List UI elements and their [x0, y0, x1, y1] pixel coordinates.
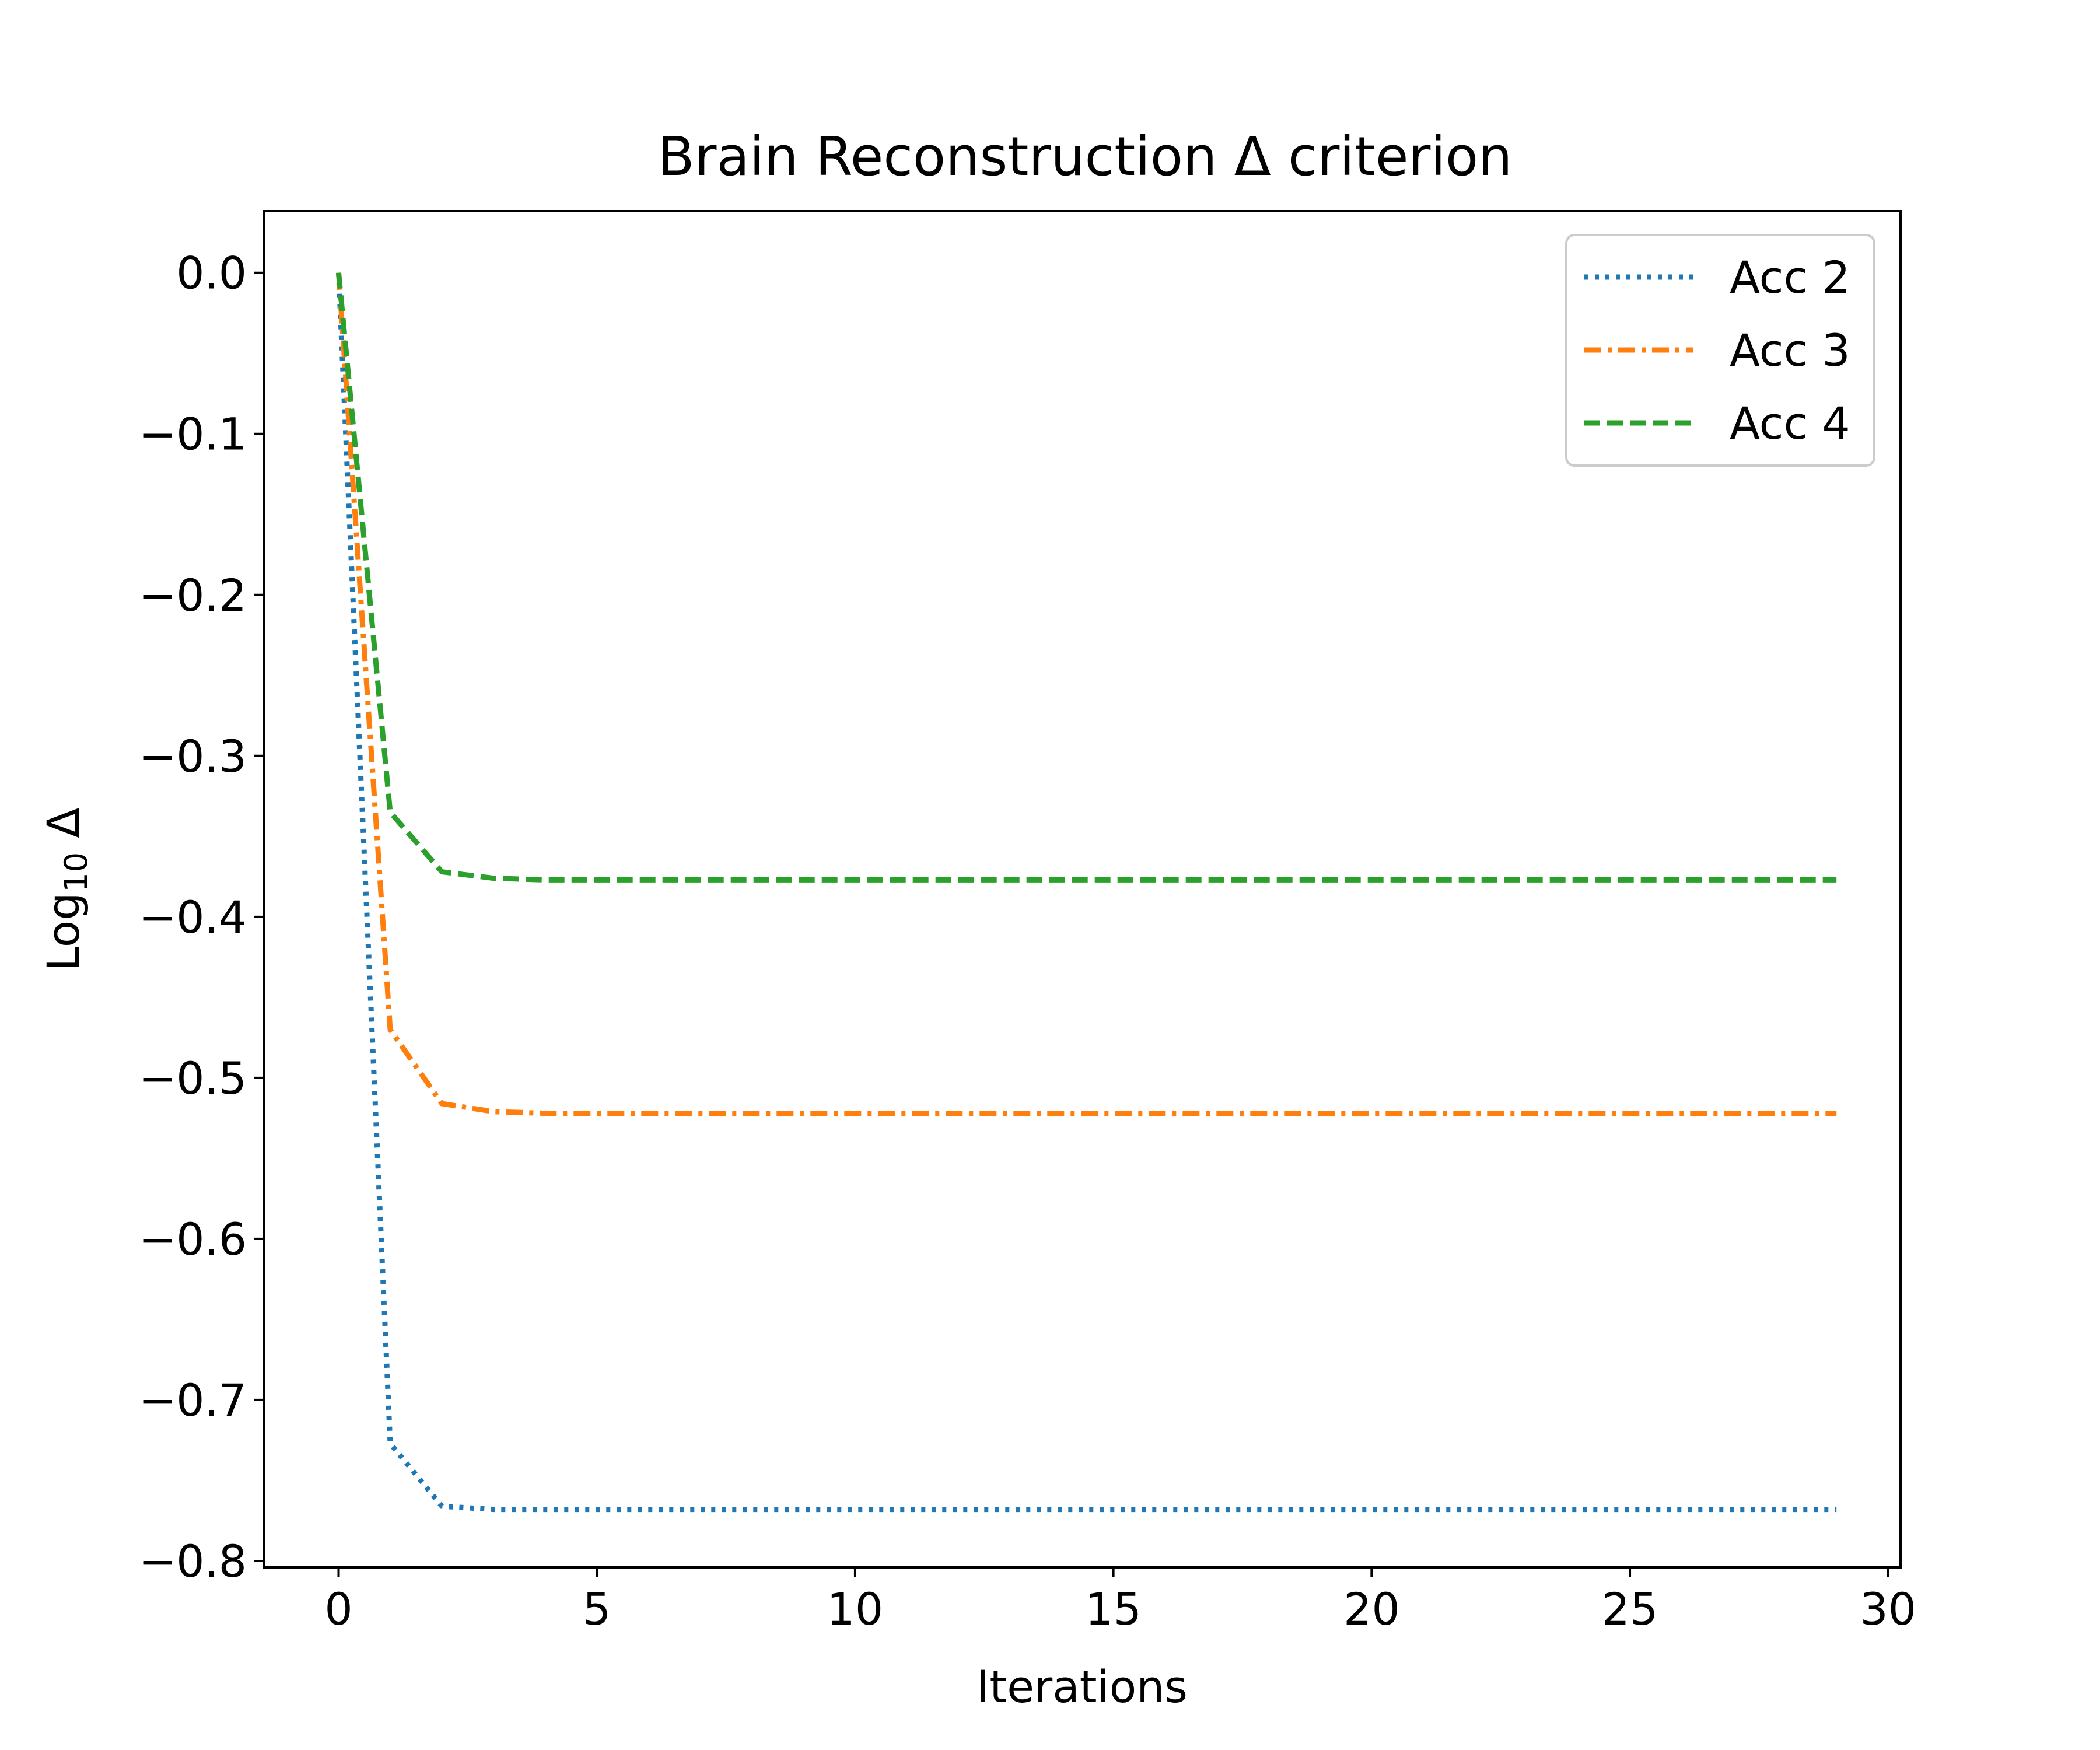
- y-tick-label: −0.8: [139, 1535, 247, 1587]
- y-axis-label: Log10 Δ: [37, 808, 94, 972]
- y-axis-label-main: Log: [37, 892, 89, 972]
- legend-label-3: Acc 4: [1730, 397, 1850, 449]
- y-axis-ticks: 0.0 −0.1 −0.2 −0.3 −0.4 −0.5 −0.6 −0.7 −0.8: [139, 247, 264, 1587]
- y-tick-label: −0.5: [139, 1052, 247, 1104]
- series-layer: [336, 272, 1837, 1513]
- y-tick-label: −0.2: [139, 569, 247, 621]
- legend-label-2: Acc 3: [1730, 324, 1850, 376]
- legend-label-1: Acc 2: [1730, 251, 1850, 303]
- series-line-2: [336, 272, 1837, 1116]
- x-tick-label: 20: [1343, 1583, 1400, 1635]
- x-axis-label: Iterations: [977, 1661, 1188, 1713]
- legend-entries: Acc 2 Acc 3 Acc 4: [1584, 251, 1850, 449]
- x-tick-label: 15: [1085, 1583, 1142, 1635]
- chart-title: Brain Reconstruction Δ criterion: [658, 125, 1513, 188]
- plot-area-frame: [263, 210, 1902, 1569]
- y-tick-label: −0.4: [139, 891, 247, 943]
- series-line-1: [336, 272, 1837, 1513]
- y-tick-label: −0.7: [139, 1374, 247, 1426]
- y-tick-label: −0.1: [139, 408, 247, 460]
- x-tick-label: 5: [583, 1583, 611, 1635]
- y-axis-label-suffix: Δ: [37, 808, 89, 852]
- x-tick-label: 25: [1602, 1583, 1658, 1635]
- y-tick-label: −0.6: [139, 1213, 247, 1265]
- y-tick-label: 0.0: [176, 247, 247, 299]
- legend-box: [1565, 234, 1875, 467]
- y-tick-label: −0.3: [139, 730, 247, 782]
- y-axis-label-subscript: 10: [58, 852, 94, 892]
- x-tick-label: 10: [827, 1583, 884, 1635]
- x-tick-label: 0: [324, 1583, 352, 1635]
- series-line-3: [336, 272, 1837, 883]
- x-tick-label: 30: [1860, 1583, 1916, 1635]
- x-axis-ticks: 0 5 10 15 20 25 30: [324, 1567, 1916, 1635]
- legend: Acc 2 Acc 3 Acc 4: [1565, 234, 1875, 467]
